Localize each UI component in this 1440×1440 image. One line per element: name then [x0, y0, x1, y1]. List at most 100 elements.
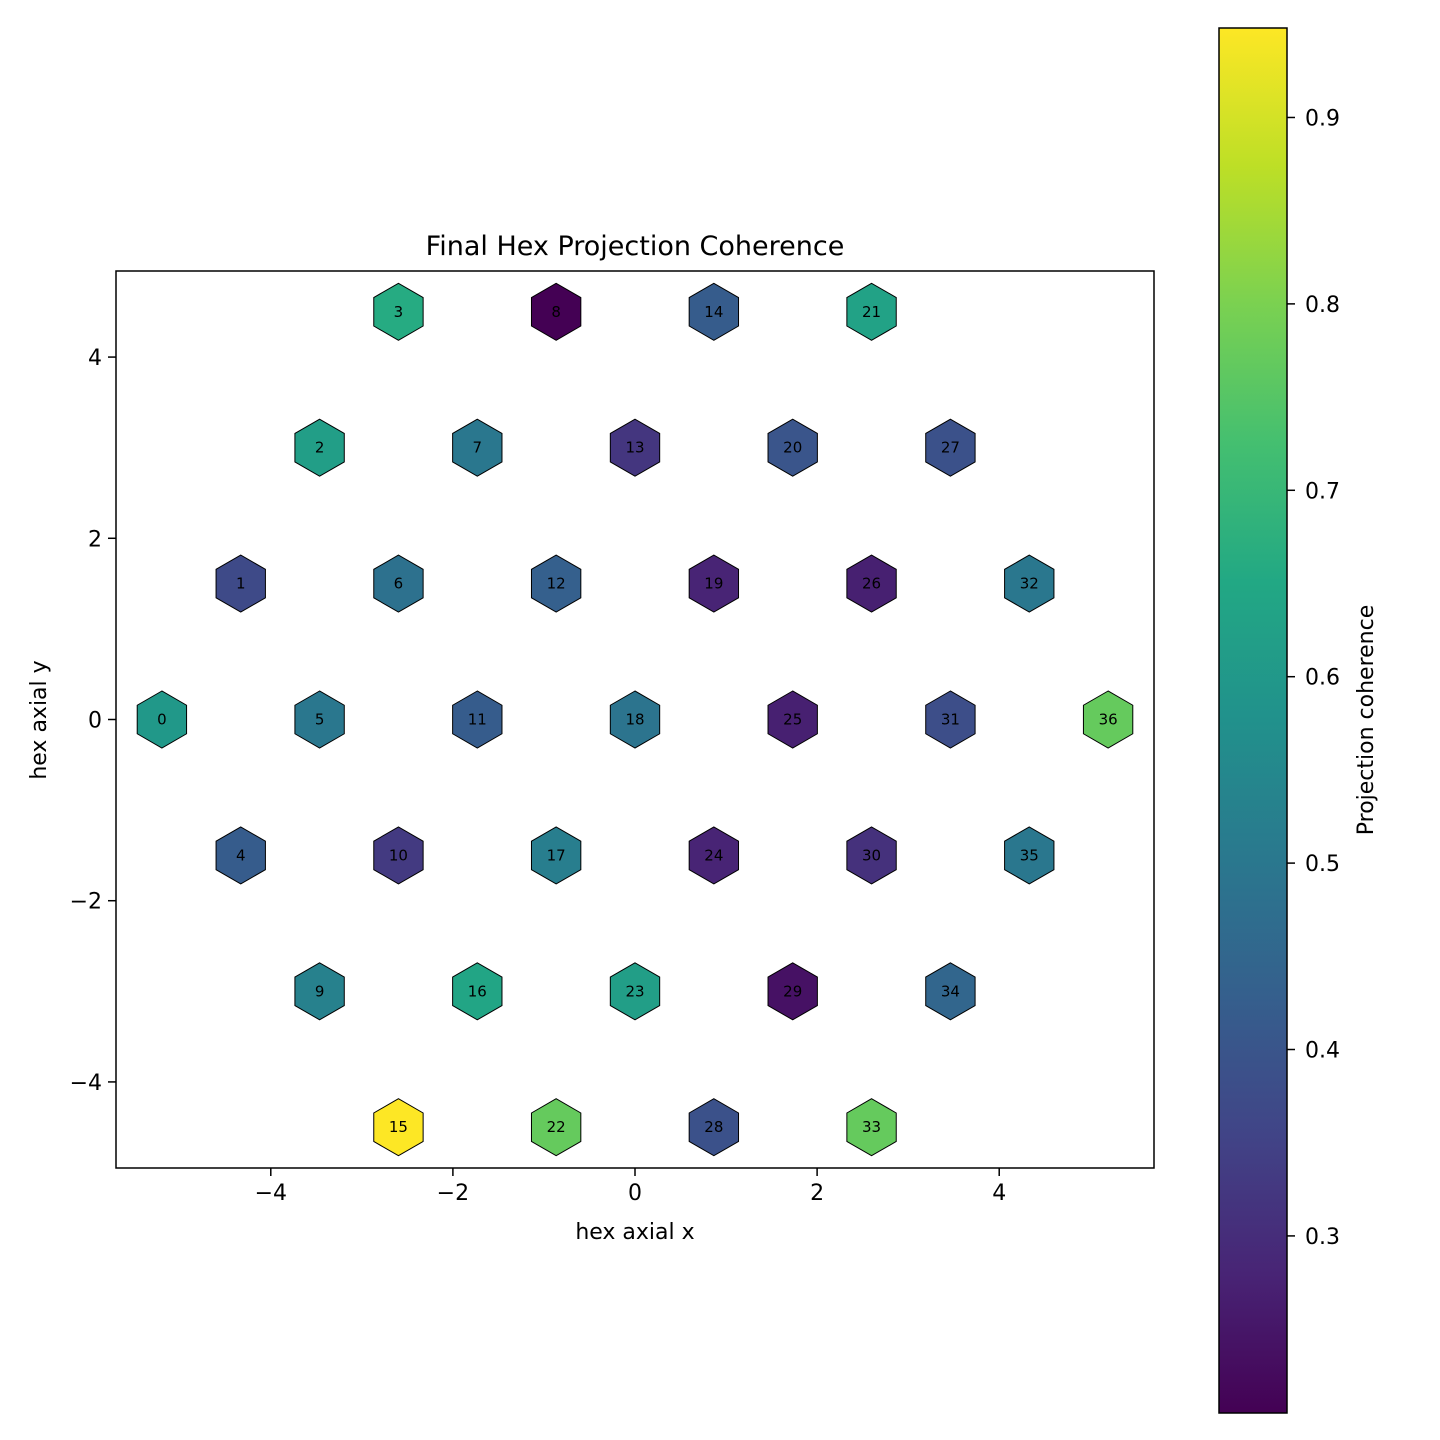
hex-cell-label-28: 28 — [704, 1118, 723, 1136]
x-tick-label: −2 — [437, 1181, 469, 1206]
y-tick-label: 0 — [88, 709, 102, 734]
hex-cell-17 — [530, 826, 582, 885]
y-axis: −4 −2 0 2 4 — [70, 346, 116, 1096]
hex-cell-label-11: 11 — [468, 711, 487, 729]
hex-cell-26 — [846, 554, 897, 613]
hex-cell-25 — [767, 690, 818, 749]
colorbar-axis: 0.3 0.4 0.5 0.6 0.7 0.8 0.9 — [1287, 106, 1340, 1250]
hex-cell-label-35: 35 — [1020, 846, 1039, 864]
hex-cell-8 — [530, 282, 582, 341]
hex-cell-label-17: 17 — [547, 846, 566, 864]
hex-cell-34 — [925, 962, 976, 1021]
hex-cell-label-10: 10 — [389, 846, 408, 864]
hex-cell-label-18: 18 — [625, 711, 644, 729]
colorbar-tick-label: 0.3 — [1305, 1225, 1340, 1250]
hex-cell-18 — [609, 690, 661, 749]
colorbar — [1218, 27, 1288, 1414]
hex-cell-2 — [294, 418, 345, 477]
hex-cell-11 — [452, 690, 503, 749]
hex-cell-label-14: 14 — [704, 303, 723, 321]
hex-cell-label-16: 16 — [468, 982, 487, 1000]
hex-cell-15 — [373, 1098, 424, 1157]
hex-cell-19 — [688, 554, 740, 613]
hex-cell-7 — [452, 418, 503, 477]
hex-cell-label-0: 0 — [157, 711, 167, 729]
hex-cell-label-23: 23 — [625, 982, 644, 1000]
hex-cell-9 — [294, 962, 345, 1021]
y-axis-label: hex axial y — [27, 660, 52, 779]
hex-cell-10 — [373, 826, 424, 885]
hex-cell-22 — [530, 1098, 582, 1157]
hex-cell-27 — [925, 418, 976, 477]
hex-cell-label-5: 5 — [315, 711, 325, 729]
hex-cell-label-20: 20 — [783, 439, 802, 457]
hex-cell-5 — [294, 690, 345, 749]
hex-cell-label-30: 30 — [862, 846, 881, 864]
hex-cell-20 — [767, 418, 818, 477]
hex-cell-label-22: 22 — [547, 1118, 566, 1136]
hex-cell-28 — [688, 1098, 740, 1157]
colorbar-tick-label: 0.6 — [1305, 666, 1340, 691]
hex-cell-label-24: 24 — [704, 846, 723, 864]
hex-cell-31 — [925, 690, 976, 749]
hex-cell-label-7: 7 — [473, 439, 483, 457]
x-axis: −4 −2 0 2 4 — [255, 1168, 1006, 1206]
hex-cell-label-27: 27 — [941, 439, 960, 457]
hex-cell-label-1: 1 — [236, 575, 246, 593]
hex-cell-label-32: 32 — [1020, 575, 1039, 593]
hex-cell-label-34: 34 — [941, 982, 960, 1000]
y-tick-label: −2 — [70, 890, 102, 915]
colorbar-tick-label: 0.5 — [1305, 852, 1340, 877]
hex-cell-6 — [373, 554, 424, 613]
hex-cell-23 — [609, 962, 661, 1021]
y-tick-label: 2 — [88, 527, 102, 552]
hex-cell-30 — [846, 826, 897, 885]
hex-cell-label-19: 19 — [704, 575, 723, 593]
colorbar-tick-label: 0.8 — [1305, 293, 1340, 318]
hex-cell-label-13: 13 — [625, 439, 644, 457]
chart-title: Final Hex Projection Coherence — [426, 231, 845, 262]
hex-cell-label-4: 4 — [236, 846, 246, 864]
x-tick-label: 4 — [992, 1181, 1006, 1206]
hex-cell-label-12: 12 — [547, 575, 566, 593]
hex-cell-label-25: 25 — [783, 711, 802, 729]
hex-cell-1 — [215, 554, 266, 613]
hex-cell-35 — [1004, 826, 1055, 885]
y-tick-label: −4 — [70, 1071, 102, 1096]
hex-cell-label-33: 33 — [862, 1118, 881, 1136]
x-tick-label: 0 — [628, 1181, 642, 1206]
hex-cell-0 — [136, 690, 188, 749]
hex-cell-33 — [846, 1098, 897, 1157]
hex-cells: 0123456789101112131415161718192021222324… — [136, 282, 1134, 1157]
hex-cell-29 — [767, 962, 818, 1021]
hex-cell-21 — [846, 282, 897, 341]
x-tick-label: 2 — [810, 1181, 824, 1206]
hex-cell-3 — [373, 282, 424, 341]
hex-cell-14 — [688, 282, 740, 341]
x-axis-label: hex axial x — [575, 1220, 694, 1245]
hex-cell-label-6: 6 — [394, 575, 404, 593]
hex-cell-16 — [452, 962, 503, 1021]
colorbar-tick-label: 0.7 — [1305, 479, 1340, 504]
hex-cell-label-26: 26 — [862, 575, 881, 593]
hex-cell-label-29: 29 — [783, 982, 802, 1000]
colorbar-label: Projection coherence — [1354, 605, 1379, 835]
hex-cell-13 — [609, 418, 661, 477]
hex-cell-4 — [215, 826, 266, 885]
y-tick-label: 4 — [88, 346, 102, 371]
colorbar-tick-label: 0.4 — [1305, 1039, 1340, 1064]
hex-cell-label-21: 21 — [862, 303, 881, 321]
colorbar-tick-label: 0.9 — [1305, 106, 1340, 131]
hex-cell-36 — [1082, 690, 1134, 749]
hex-cell-label-8: 8 — [551, 303, 561, 321]
hex-cell-12 — [530, 554, 582, 613]
hex-cell-label-2: 2 — [315, 439, 325, 457]
hex-cell-label-3: 3 — [394, 303, 404, 321]
hex-cell-label-31: 31 — [941, 711, 960, 729]
hex-cell-32 — [1004, 554, 1055, 613]
x-tick-label: −4 — [255, 1181, 287, 1206]
hex-cell-label-9: 9 — [315, 982, 325, 1000]
hex-cell-24 — [688, 826, 740, 885]
hex-cell-label-36: 36 — [1099, 711, 1118, 729]
